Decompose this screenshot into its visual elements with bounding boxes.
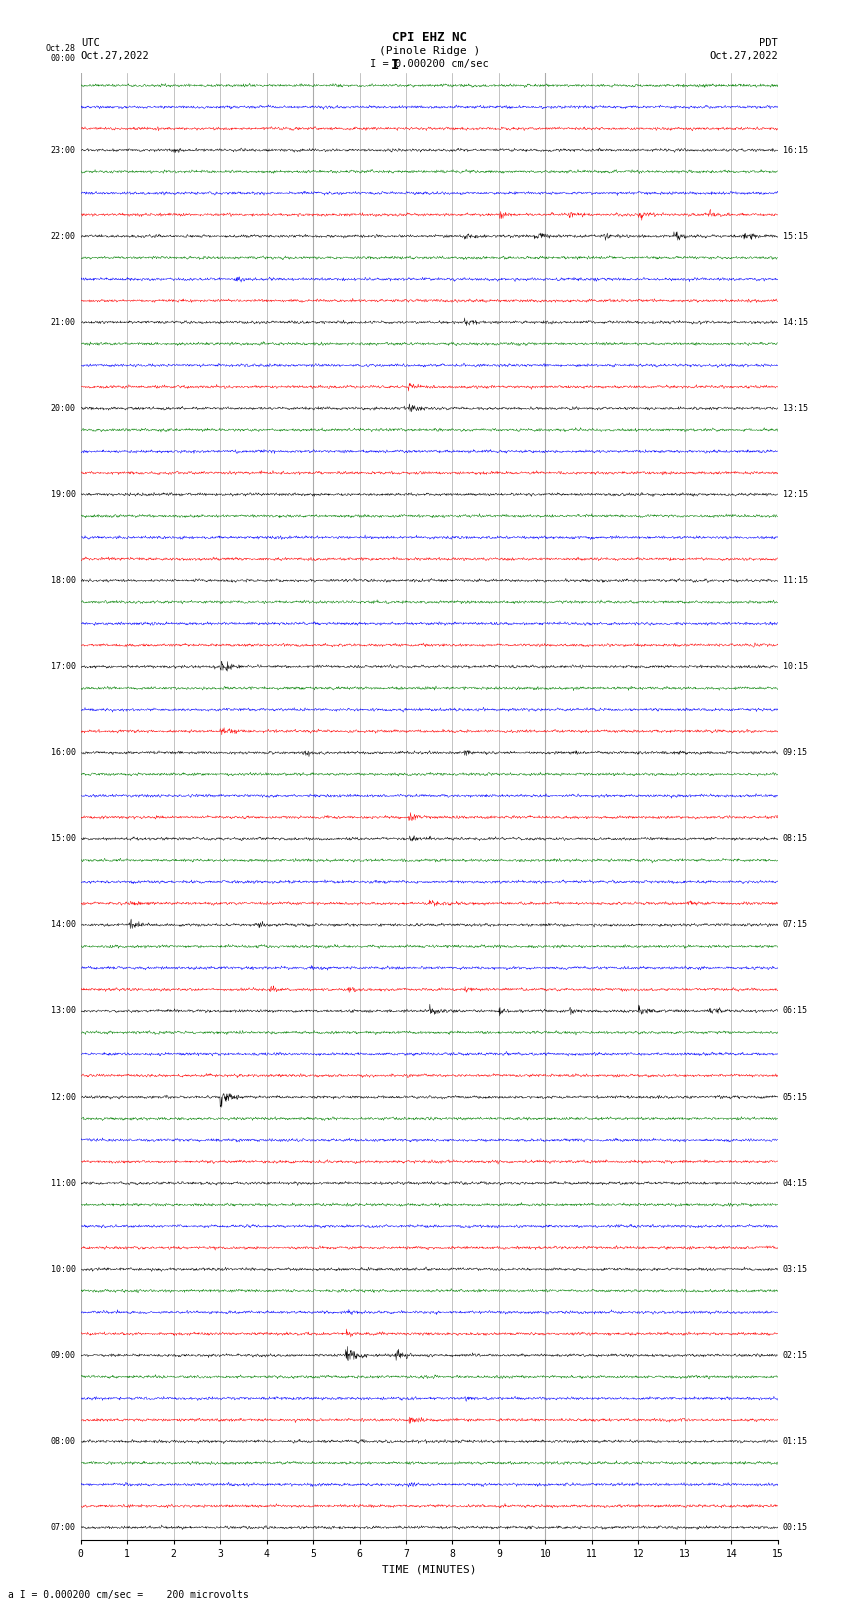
Text: 22:00: 22:00 bbox=[51, 232, 76, 240]
Text: 14:15: 14:15 bbox=[783, 318, 808, 327]
Text: CPI EHZ NC: CPI EHZ NC bbox=[392, 31, 467, 44]
Text: 13:15: 13:15 bbox=[783, 403, 808, 413]
Text: 15:15: 15:15 bbox=[783, 232, 808, 240]
Text: 12:00: 12:00 bbox=[51, 1092, 76, 1102]
Text: 17:00: 17:00 bbox=[51, 661, 76, 671]
Text: PDT: PDT bbox=[759, 39, 778, 48]
Text: 18:00: 18:00 bbox=[51, 576, 76, 586]
Text: 10:15: 10:15 bbox=[783, 661, 808, 671]
Text: UTC: UTC bbox=[81, 39, 99, 48]
Text: 14:00: 14:00 bbox=[51, 921, 76, 929]
Text: 23:00: 23:00 bbox=[51, 145, 76, 155]
Text: 06:15: 06:15 bbox=[783, 1007, 808, 1016]
Text: 09:15: 09:15 bbox=[783, 748, 808, 756]
Text: 12:15: 12:15 bbox=[783, 490, 808, 498]
Text: 20:00: 20:00 bbox=[51, 403, 76, 413]
Text: 19:00: 19:00 bbox=[51, 490, 76, 498]
Text: 11:15: 11:15 bbox=[783, 576, 808, 586]
Text: 05:15: 05:15 bbox=[783, 1092, 808, 1102]
Text: 07:00: 07:00 bbox=[51, 1523, 76, 1532]
Text: 16:15: 16:15 bbox=[783, 145, 808, 155]
Text: 08:15: 08:15 bbox=[783, 834, 808, 844]
Text: 07:15: 07:15 bbox=[783, 921, 808, 929]
Text: 04:15: 04:15 bbox=[783, 1179, 808, 1187]
Text: a I = 0.000200 cm/sec =    200 microvolts: a I = 0.000200 cm/sec = 200 microvolts bbox=[8, 1590, 249, 1600]
Text: 21:00: 21:00 bbox=[51, 318, 76, 327]
Text: Oct.27,2022: Oct.27,2022 bbox=[709, 52, 778, 61]
Text: 03:15: 03:15 bbox=[783, 1265, 808, 1274]
Text: 00:15: 00:15 bbox=[783, 1523, 808, 1532]
Text: I = 0.000200 cm/sec: I = 0.000200 cm/sec bbox=[370, 60, 489, 69]
Text: (Pinole Ridge ): (Pinole Ridge ) bbox=[378, 47, 480, 56]
Text: 13:00: 13:00 bbox=[51, 1007, 76, 1016]
Text: I: I bbox=[391, 58, 399, 71]
Text: 09:00: 09:00 bbox=[51, 1350, 76, 1360]
Text: 15:00: 15:00 bbox=[51, 834, 76, 844]
Text: 16:00: 16:00 bbox=[51, 748, 76, 756]
Text: Oct.27,2022: Oct.27,2022 bbox=[81, 52, 150, 61]
X-axis label: TIME (MINUTES): TIME (MINUTES) bbox=[382, 1565, 477, 1574]
Text: 10:00: 10:00 bbox=[51, 1265, 76, 1274]
Text: 01:15: 01:15 bbox=[783, 1437, 808, 1445]
Text: 11:00: 11:00 bbox=[51, 1179, 76, 1187]
Text: Oct.28
00:00: Oct.28 00:00 bbox=[46, 44, 76, 63]
Text: 08:00: 08:00 bbox=[51, 1437, 76, 1445]
Text: 02:15: 02:15 bbox=[783, 1350, 808, 1360]
